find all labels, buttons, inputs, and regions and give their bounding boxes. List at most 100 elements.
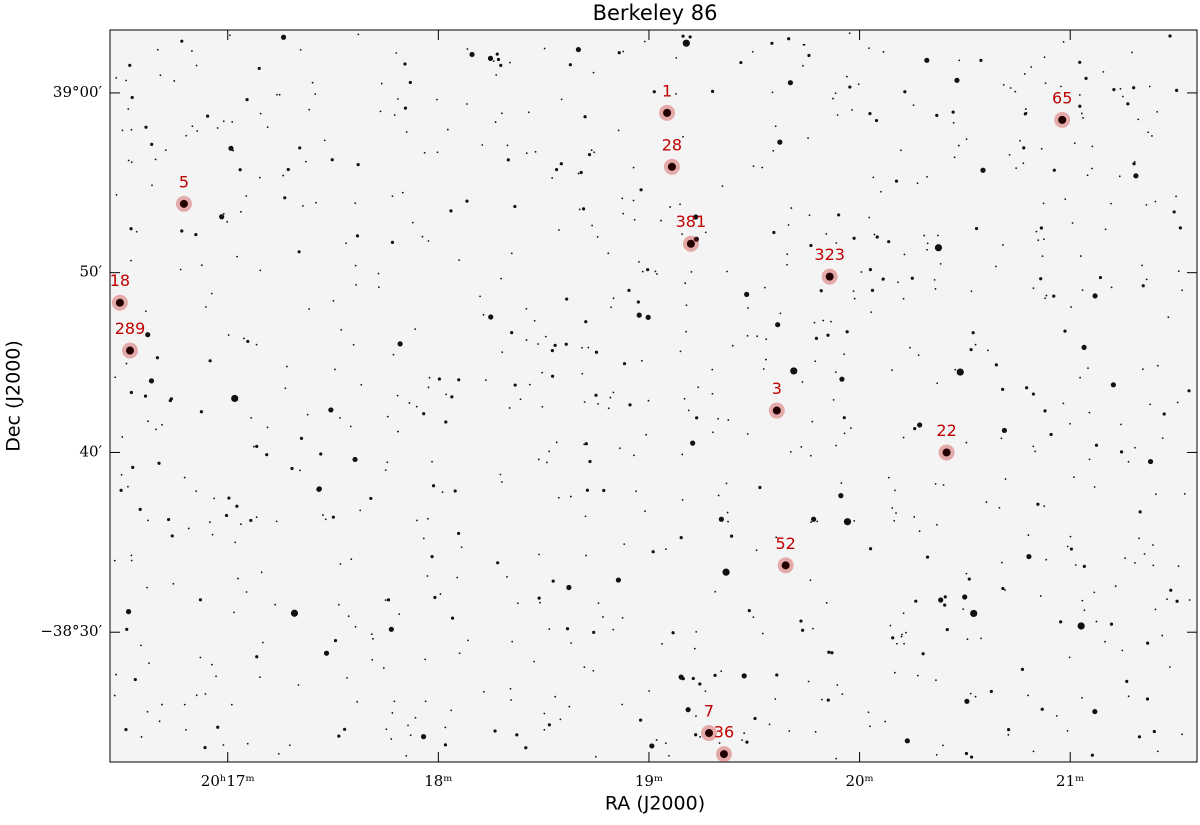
field-star <box>897 281 899 284</box>
field-star <box>195 694 198 697</box>
field-star <box>1034 450 1037 453</box>
field-star <box>191 50 193 52</box>
field-star <box>487 55 494 61</box>
field-star <box>688 35 692 39</box>
field-star <box>762 368 765 370</box>
field-star <box>390 738 393 740</box>
field-star <box>127 108 130 110</box>
field-star <box>450 709 453 712</box>
field-star <box>935 113 939 117</box>
field-star <box>1086 174 1089 177</box>
field-star <box>224 513 229 518</box>
y-axis-label: Dec (J2000) <box>3 340 25 452</box>
field-star <box>210 292 213 295</box>
field-star <box>255 444 259 448</box>
field-star <box>1078 60 1082 64</box>
field-star <box>669 206 672 208</box>
field-star <box>210 663 213 666</box>
field-star <box>986 349 989 352</box>
field-star <box>957 144 960 147</box>
field-star <box>236 255 238 258</box>
field-star <box>799 619 803 623</box>
field-star <box>140 736 143 738</box>
x-tick-label: 21ᵐ <box>1056 772 1084 790</box>
field-star <box>154 158 157 161</box>
field-star <box>597 602 600 605</box>
field-star <box>1093 591 1096 594</box>
field-star <box>130 554 133 557</box>
field-star <box>1060 85 1062 88</box>
field-star <box>1119 87 1122 90</box>
field-star <box>1052 168 1056 172</box>
field-star <box>308 108 311 111</box>
field-star <box>610 306 612 309</box>
field-star <box>150 142 154 146</box>
field-star <box>942 484 945 486</box>
field-star <box>231 120 234 123</box>
field-star <box>315 201 317 204</box>
star-core <box>667 162 676 171</box>
field-star <box>444 726 447 729</box>
field-star <box>729 534 734 538</box>
field-star <box>450 395 454 399</box>
field-star <box>501 481 503 483</box>
field-star <box>621 703 624 706</box>
field-star <box>691 676 695 681</box>
field-star <box>278 93 281 96</box>
field-star <box>566 584 572 591</box>
field-star <box>1154 200 1157 203</box>
field-star <box>200 264 203 267</box>
field-star <box>980 167 986 173</box>
field-star <box>1177 565 1180 567</box>
field-star <box>853 297 856 300</box>
field-star <box>1152 564 1155 567</box>
field-star <box>1134 446 1136 449</box>
field-star <box>581 372 584 375</box>
field-star <box>506 575 508 578</box>
star-core <box>179 199 188 208</box>
field-star <box>926 242 929 245</box>
field-star <box>917 354 920 357</box>
field-star <box>482 313 485 316</box>
field-star <box>216 127 219 129</box>
field-star <box>166 517 171 522</box>
field-star <box>1073 476 1075 479</box>
field-star <box>1176 401 1179 404</box>
field-star <box>827 650 831 654</box>
field-star <box>704 231 707 234</box>
field-star <box>788 730 791 732</box>
field-star <box>1125 679 1129 683</box>
field-star <box>914 599 918 603</box>
field-star <box>924 57 930 63</box>
field-star <box>913 516 916 518</box>
field-star <box>1022 146 1026 150</box>
field-star <box>1167 316 1170 319</box>
field-star <box>695 715 697 717</box>
field-star <box>727 419 730 421</box>
field-star <box>1112 88 1116 92</box>
field-star <box>1081 599 1084 602</box>
field-star <box>355 284 358 286</box>
field-star <box>546 461 548 464</box>
field-star <box>547 723 551 727</box>
field-star <box>424 700 427 703</box>
field-star <box>408 80 412 85</box>
star-label: 22 <box>936 421 956 440</box>
field-star <box>1024 108 1027 110</box>
field-star <box>113 694 116 697</box>
field-star <box>909 346 911 349</box>
field-star <box>713 673 717 677</box>
field-star <box>1141 284 1145 288</box>
field-star <box>173 80 176 82</box>
field-star <box>632 166 635 169</box>
field-star <box>548 450 551 453</box>
field-star <box>553 343 557 347</box>
field-star <box>974 226 979 231</box>
field-star <box>557 496 560 499</box>
field-star <box>900 635 903 638</box>
field-star <box>583 443 586 446</box>
field-star <box>846 75 848 78</box>
field-star <box>903 642 906 645</box>
field-star <box>427 386 430 389</box>
field-star <box>585 554 587 557</box>
